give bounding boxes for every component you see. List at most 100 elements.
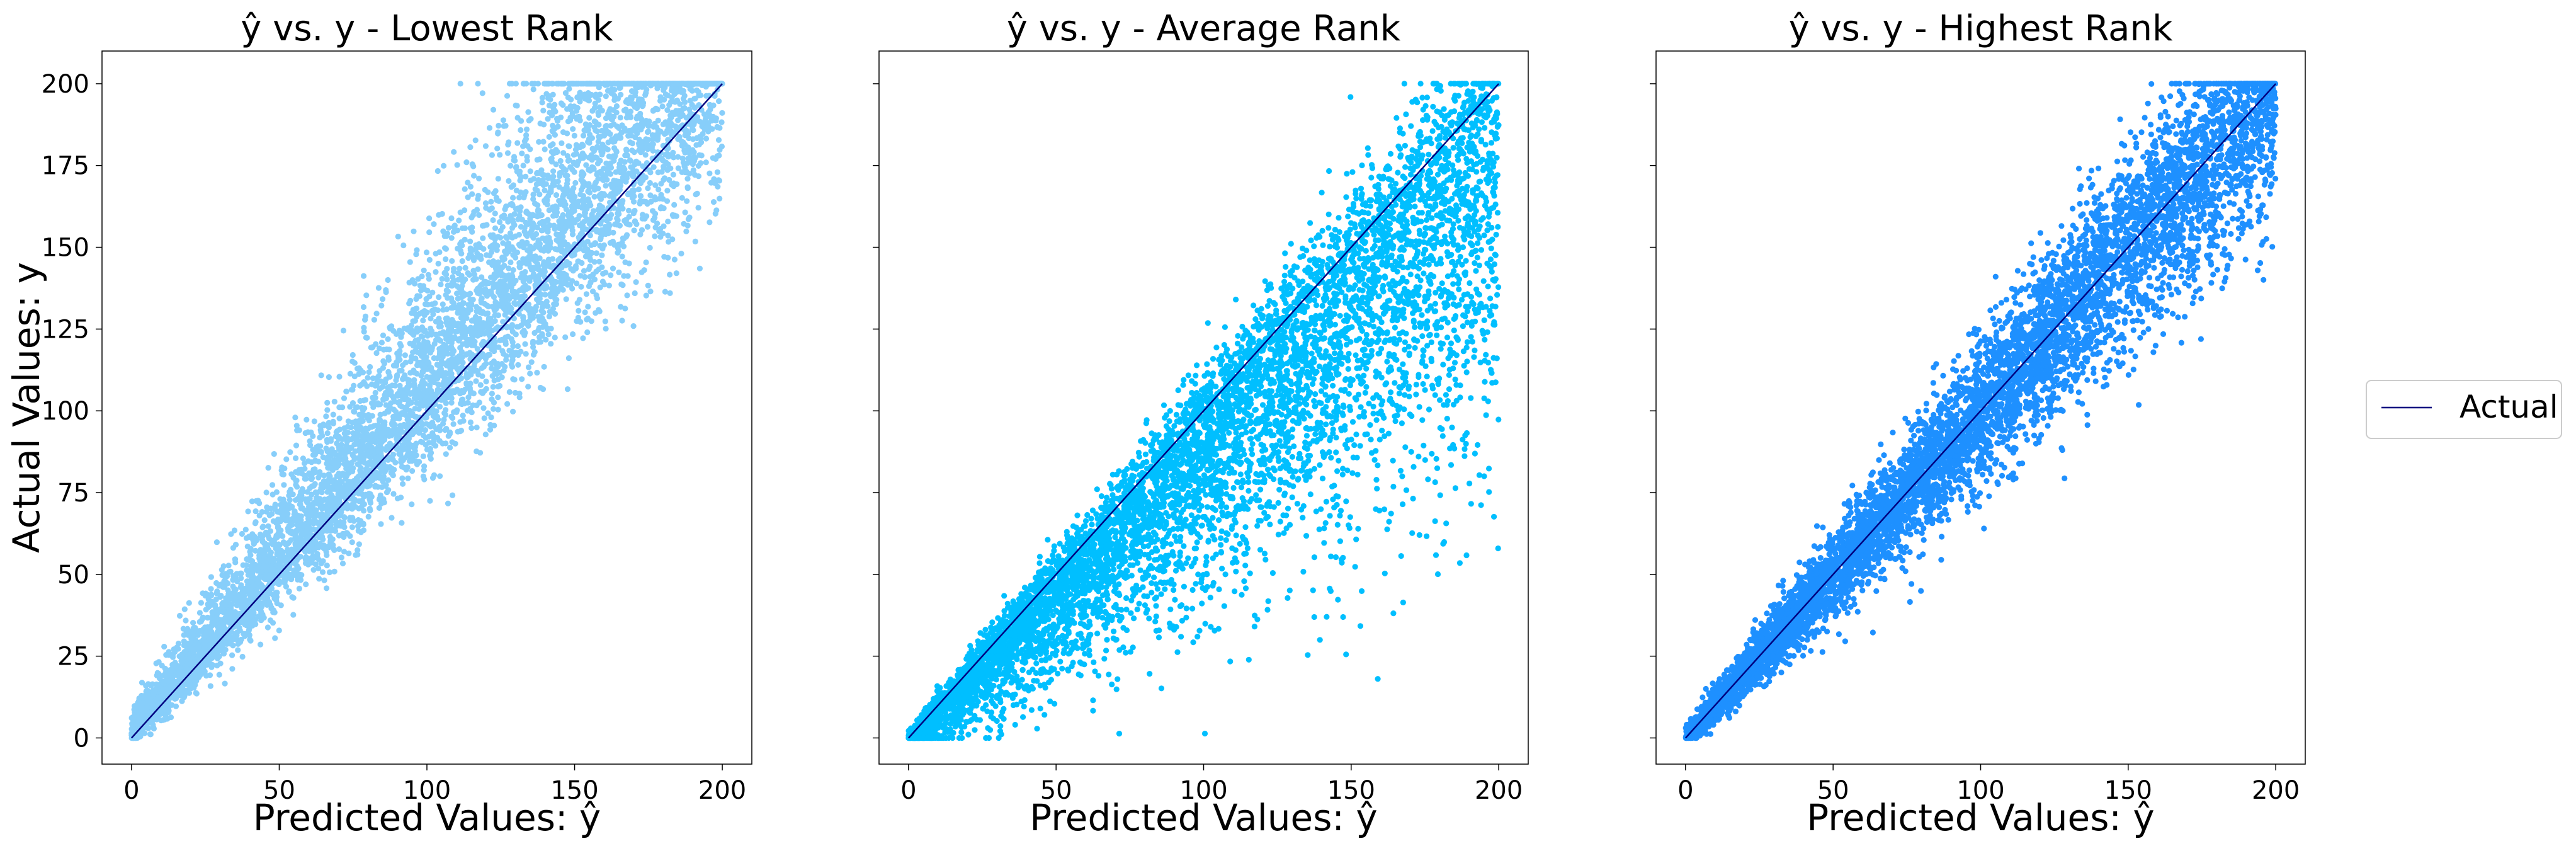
scatter-point xyxy=(710,155,716,161)
scatter-point xyxy=(627,157,633,163)
scatter-point xyxy=(454,162,460,168)
scatter-point xyxy=(610,229,616,236)
scatter-point xyxy=(379,467,385,474)
scatter-point xyxy=(324,563,330,569)
scatter-point xyxy=(331,399,338,405)
scatter-point xyxy=(519,151,525,157)
scatter-point xyxy=(213,539,220,546)
scatter-point xyxy=(381,360,388,367)
scatter-point xyxy=(591,193,598,200)
scatter-point xyxy=(429,307,436,314)
scatter-point xyxy=(513,254,519,261)
scatter-point xyxy=(671,202,678,208)
scatter-point xyxy=(424,340,431,346)
scatter-point xyxy=(460,309,467,316)
scatter-point xyxy=(680,105,686,111)
scatter-point xyxy=(373,311,380,317)
scatter-point xyxy=(273,597,280,603)
scatter-point xyxy=(687,98,693,104)
scatter-point xyxy=(639,215,645,222)
scatter-point xyxy=(280,533,286,539)
scatter-point xyxy=(662,289,668,295)
scatter-point xyxy=(710,199,717,205)
scatter-point xyxy=(428,316,434,322)
scatter-point xyxy=(647,244,653,251)
scatter-point xyxy=(398,459,404,466)
scatter-point xyxy=(297,571,303,578)
scatter-point xyxy=(693,142,700,148)
scatter-point xyxy=(385,369,392,375)
scatter-point xyxy=(268,549,274,556)
scatter-point xyxy=(619,253,625,260)
scatter-point xyxy=(560,102,566,108)
scatter-point xyxy=(288,537,294,544)
scatter-point xyxy=(232,610,238,616)
scatter-point xyxy=(336,546,343,552)
scatter-point xyxy=(457,419,463,425)
scatter-point xyxy=(514,324,520,330)
scatter-point xyxy=(361,273,367,279)
scatter-point xyxy=(506,389,513,396)
scatter-point xyxy=(664,151,671,157)
scatter-point xyxy=(235,641,241,647)
scatter-point xyxy=(400,390,406,397)
scatter-point xyxy=(293,423,300,429)
scatter-point xyxy=(373,350,380,357)
scatter-point xyxy=(395,399,401,406)
scatter-point xyxy=(619,317,625,324)
scatter-point xyxy=(613,103,620,110)
scatter-point xyxy=(376,505,382,512)
scatter-point xyxy=(448,413,455,420)
scatter-point xyxy=(468,425,475,432)
scatter-point xyxy=(360,521,366,528)
scatter-point xyxy=(684,176,691,182)
scatter-point xyxy=(426,229,433,236)
scatter-point xyxy=(451,229,457,235)
scatter-point xyxy=(431,472,438,478)
scatter-point xyxy=(521,293,528,299)
scatter-point xyxy=(349,400,356,406)
scatter-point xyxy=(382,419,388,425)
scatter-point xyxy=(683,228,689,234)
scatter-point xyxy=(582,309,588,316)
scatter-point xyxy=(180,626,186,632)
scatter-point xyxy=(490,406,497,412)
scatter-point xyxy=(500,117,507,123)
scatter-point xyxy=(309,459,315,466)
scatter-point xyxy=(207,683,213,689)
scatter-point xyxy=(426,382,433,389)
scatter-point xyxy=(175,641,182,647)
scatter-point xyxy=(511,377,518,383)
scatter-point xyxy=(510,195,516,201)
scatter-point xyxy=(603,326,609,332)
scatter-point xyxy=(495,130,501,137)
scatter-point xyxy=(261,517,268,523)
scatter-point xyxy=(666,176,672,183)
scatter-point xyxy=(603,93,609,100)
scatter-point xyxy=(303,581,309,588)
scatter-point xyxy=(318,372,324,379)
scatter-point xyxy=(380,365,387,371)
scatter-point xyxy=(643,292,649,299)
scatter-point xyxy=(193,690,199,696)
scatter-point xyxy=(442,245,448,251)
scatter-point xyxy=(504,401,511,407)
scatter-point xyxy=(601,144,608,151)
scatter-point xyxy=(482,186,488,193)
scatter-point xyxy=(456,217,462,224)
scatter-point xyxy=(526,260,532,266)
scatter-point xyxy=(594,144,601,150)
scatter-point xyxy=(436,212,442,218)
scatter-point xyxy=(692,238,698,244)
scatter-point xyxy=(443,451,449,457)
scatter-point xyxy=(371,317,378,323)
scatter-point xyxy=(344,423,351,430)
scatter-point xyxy=(523,136,530,142)
scatter-point xyxy=(455,310,461,316)
scatter-point xyxy=(462,186,468,192)
scatter-point xyxy=(525,384,531,390)
scatter-point xyxy=(607,240,613,246)
scatter-point xyxy=(581,268,587,274)
scatter-point xyxy=(448,305,455,311)
scatter-point xyxy=(665,232,671,239)
